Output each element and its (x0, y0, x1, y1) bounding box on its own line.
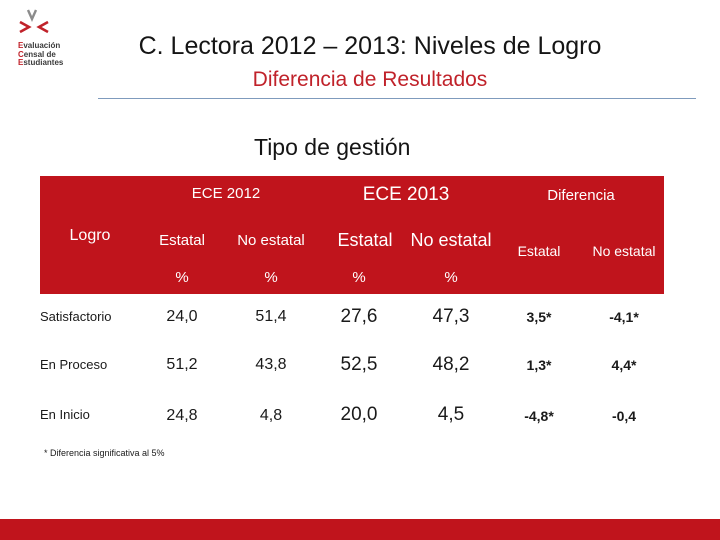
group-header-diferencia: Diferencia (547, 186, 615, 204)
table-cell: 27,6 (340, 306, 378, 327)
table-cell: -4,1* (609, 309, 639, 325)
table-cell: 47,3 (432, 306, 470, 327)
page-title: C. Lectora 2012 – 2013: Niveles de Logro (138, 32, 602, 60)
col-header-dif-estatal: Estatal (517, 243, 561, 259)
col-header-ece2012-no-estatal: No estatal (237, 231, 305, 249)
footnote: * Diferencia significativa al 5% (44, 448, 165, 458)
header-divider (98, 98, 696, 99)
table-cell: 20,0 (340, 404, 378, 425)
section-title: Tipo de gestión (254, 134, 411, 160)
logo-mark-icon (19, 9, 49, 34)
table-cell: 4,8 (259, 407, 283, 424)
table-cell: 24,8 (166, 407, 198, 424)
unit-ece2012-estatal: % (175, 268, 189, 286)
page-subtitle: Diferencia de Resultados (252, 68, 488, 91)
group-header-ece-2012: ECE 2012 (191, 184, 261, 202)
col-header-ece2012-estatal: Estatal (159, 231, 205, 249)
col-header-ece2013-estatal: Estatal (337, 229, 393, 250)
row-label: Satisfactorio (40, 308, 112, 324)
table-cell: 1,3* (526, 357, 552, 373)
table-cell: 4,5 (437, 404, 465, 425)
table-cell: 43,8 (255, 356, 287, 373)
group-header-ece-2013: ECE 2013 (362, 184, 450, 205)
table-cell: 3,5* (526, 309, 552, 325)
table-cell: 51,2 (166, 356, 198, 373)
table-cell: 4,4* (611, 357, 637, 373)
table-header (40, 176, 664, 294)
row-header-logro: Logro (69, 227, 111, 244)
table-cell: 48,2 (432, 354, 470, 375)
unit-ece2013-estatal: % (352, 268, 366, 286)
table-cell: -4,8* (524, 408, 554, 424)
col-header-dif-no-estatal: No estatal (592, 243, 656, 259)
unit-ece2012-no-estatal: % (264, 268, 278, 286)
table-cell: -0,4 (611, 408, 637, 424)
row-label: En Proceso (40, 356, 108, 372)
unit-ece2013-no-estatal: % (444, 268, 458, 286)
logo: Evaluación Censal de Estudiantes (6, 8, 76, 70)
col-header-ece2013-no-estatal: No estatal (410, 229, 492, 250)
table-cell: 52,5 (340, 354, 378, 375)
logo-text: Evaluación Censal de Estudiantes (18, 41, 64, 67)
row-label: En Inicio (40, 406, 90, 422)
footer-bar (0, 519, 720, 540)
table-cell: 51,4 (255, 308, 287, 325)
table-cell: 24,0 (166, 308, 198, 325)
